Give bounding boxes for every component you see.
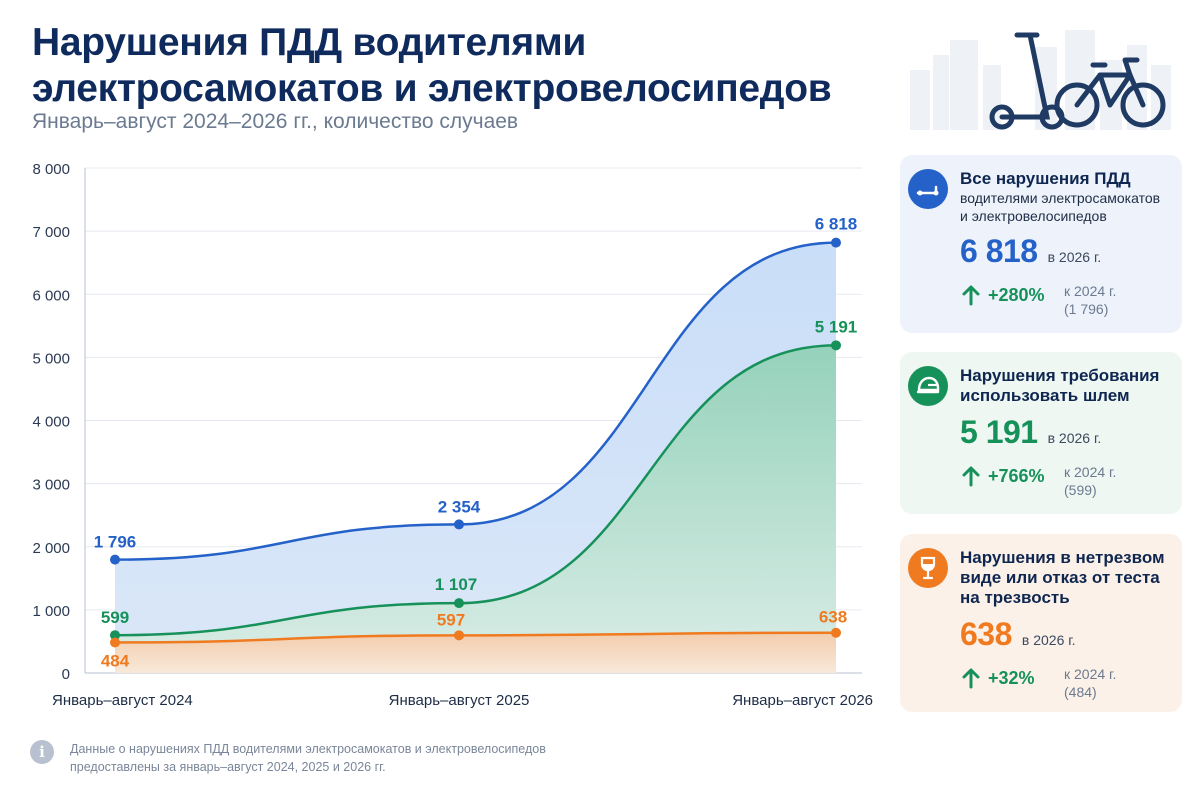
footnote: i Данные о нарушениях ПДД водителями эле…: [30, 740, 590, 776]
x-tick-label: Январь–август 2024: [52, 692, 193, 709]
series-area-helmet: [115, 345, 836, 673]
city-bike-scooter-illustration: [910, 30, 1171, 130]
card-drunk-violations: Нарушения в нетрезвом виде или отказ от …: [900, 534, 1182, 712]
data-point: [110, 637, 120, 648]
series-line-helmet: [114, 344, 837, 637]
card-all-violations: Все нарушения ПДД водителями электросамо…: [900, 155, 1182, 333]
card-title: Нарушения требования использовать шлем: [960, 366, 1160, 405]
data-point: [454, 519, 464, 530]
card-base: к 2024 г. (484): [1064, 665, 1116, 701]
card-base: к 2024 г. (599): [1064, 463, 1116, 499]
data-point: [454, 630, 464, 641]
page-subtitle: Январь–август 2024–2026 гг., количество …: [32, 110, 519, 133]
card-year: в 2026 г.: [1047, 249, 1102, 265]
x-tick-label: Январь–август 2026: [732, 692, 873, 709]
y-tick-label: 4 000: [32, 414, 70, 431]
wine-glass-icon: [908, 548, 948, 588]
card-title: Нарушения в нетрезвом виде или отказ от …: [960, 548, 1165, 607]
data-point: [110, 554, 120, 565]
data-point: [454, 598, 464, 609]
data-label: 638: [819, 608, 847, 627]
card-base-label: к 2024 г.: [1064, 666, 1117, 682]
arrow-up-icon: [962, 466, 980, 487]
data-labels: 1 796 2 354 6 818 599 1 107 5 191 484 597 638: [94, 215, 858, 671]
card-value: 638: [960, 616, 1012, 652]
page-title: Нарушения ПДД водителями электросамокато…: [32, 20, 892, 112]
card-helmet-violations: Нарушения требования использовать шлем 5…: [900, 352, 1182, 514]
card-base-label: к 2024 г.: [1064, 283, 1117, 299]
y-tick-label: 2 000: [32, 540, 70, 557]
footnote-text: Данные о нарушениях ПДД водителями элект…: [70, 742, 546, 774]
chart-areas: [115, 242, 836, 673]
card-change: +32%: [988, 668, 1035, 688]
card-year: в 2026 г.: [1021, 632, 1076, 648]
bicycle-illustration-icon: [1054, 57, 1166, 128]
data-point: [831, 627, 841, 638]
data-point: [831, 237, 841, 248]
data-point: [110, 630, 120, 641]
arrow-up-icon: [962, 285, 980, 306]
y-axis: 0 1 000 2 000 3 000 4 000 5 000 6 000 7 000 8 00…: [32, 161, 70, 683]
card-base-label: к 2024 г.: [1064, 464, 1117, 480]
card-description: водителями электросамокатов и электровел…: [960, 190, 1161, 224]
data-label: 1 107: [435, 575, 478, 594]
data-label: 599: [101, 608, 129, 627]
y-tick-label: 0: [62, 666, 70, 683]
x-axis: Январь–август 2024 Январь–август 2025 Янва…: [52, 692, 873, 709]
info-icon: i: [30, 740, 54, 764]
y-tick-label: 8 000: [32, 161, 70, 178]
arrow-up-icon: [962, 668, 980, 689]
card-value: 5 191: [960, 414, 1038, 450]
card-value: 6 818: [960, 233, 1038, 269]
chart-points: [110, 237, 841, 648]
card-base-value: (599): [1064, 482, 1097, 498]
y-tick-label: 6 000: [32, 287, 70, 304]
x-tick-label: Январь–август 2025: [389, 692, 530, 709]
y-tick-label: 7 000: [32, 224, 70, 241]
card-change: +280%: [988, 285, 1045, 305]
data-label: 6 818: [815, 215, 858, 234]
title-line-1: Нарушения ПДД водителями: [32, 21, 587, 64]
title-line-2: электросамокатов и электровелосипедов: [32, 67, 832, 110]
data-point: [831, 340, 841, 351]
data-label: 597: [437, 610, 465, 629]
card-change: +766%: [988, 466, 1045, 486]
card-base-value: (1 796): [1064, 301, 1109, 317]
card-base-value: (484): [1064, 684, 1097, 700]
y-tick-label: 3 000: [32, 477, 70, 494]
data-label: 5 191: [815, 317, 858, 336]
scooter-icon: [908, 169, 948, 209]
area-chart: 0 1 000 2 000 3 000 4 000 5 000 6 000 7 000 8 00…: [32, 161, 873, 709]
data-label: 2 354: [438, 497, 481, 516]
card-title: Все нарушения ПДД: [960, 169, 1131, 188]
data-label: 1 796: [94, 533, 137, 552]
series-area-drunk: [115, 632, 836, 673]
y-tick-label: 1 000: [32, 603, 70, 620]
card-year: в 2026 г.: [1047, 430, 1102, 446]
y-tick-label: 5 000: [32, 350, 70, 367]
data-label: 484: [101, 651, 130, 670]
series-line-all: [114, 241, 837, 561]
helmet-icon: [908, 366, 948, 406]
card-base: к 2024 г. (1 796): [1064, 282, 1116, 318]
